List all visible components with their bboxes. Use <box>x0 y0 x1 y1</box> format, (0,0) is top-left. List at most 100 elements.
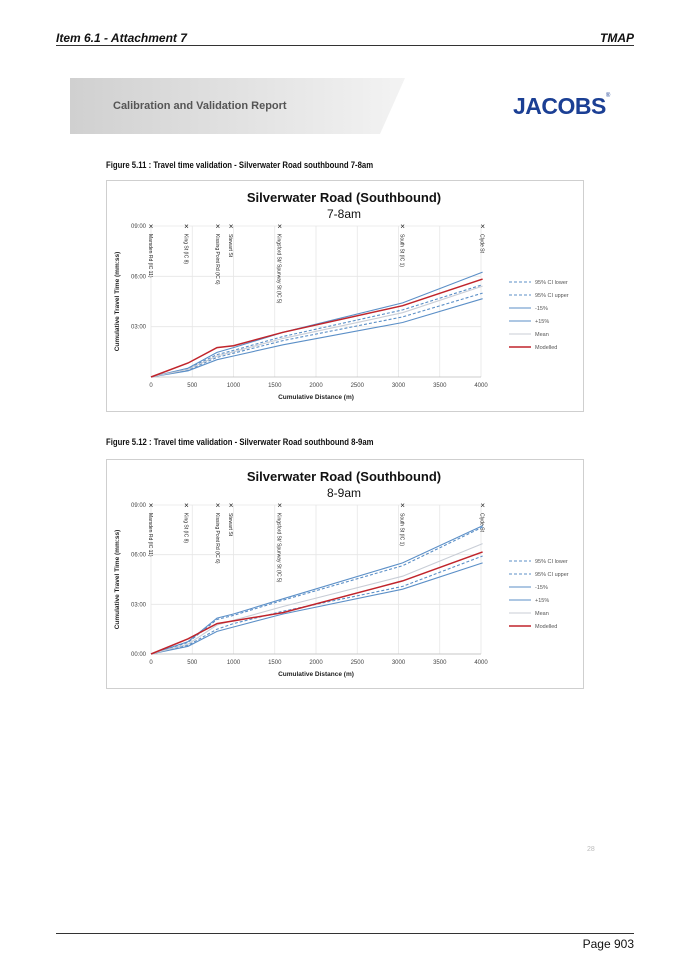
chart-title: Silverwater Road (Southbound) <box>247 190 441 205</box>
y-tick-label: 03:00 <box>131 325 147 331</box>
series-line <box>150 278 483 378</box>
chart-subtitle: 8-9am <box>327 486 361 500</box>
x-tick-label: 500 <box>187 383 198 389</box>
travel-time-chart-7-8am: Silverwater Road (Southbound) 7-8am 0 500 10… <box>106 180 584 412</box>
header-divider <box>56 45 634 46</box>
intersection-marker: × <box>229 501 234 510</box>
x-tick-label: 3500 <box>433 660 447 666</box>
chart-frame <box>106 459 584 689</box>
intersection-marker: × <box>229 222 234 231</box>
series-line <box>150 551 483 655</box>
intersection-marker: × <box>400 501 405 510</box>
intersection-label: Stewart St <box>227 234 233 258</box>
legend-label: 95% CI lower <box>535 559 568 565</box>
x-tick-label: 1000 <box>227 383 241 389</box>
intersection-label: Stewart St <box>227 513 233 537</box>
legend-label: Modelled <box>535 624 557 630</box>
legend-label: -15% <box>535 585 548 591</box>
footer-divider <box>56 933 634 934</box>
x-tick-label: 3000 <box>392 383 406 389</box>
x-axis-title: Cumulative Distance (m) <box>278 671 354 678</box>
x-tick-label: 0 <box>149 660 153 666</box>
intersection-label: South St (IC 1) <box>399 234 405 267</box>
legend-label: Modelled <box>535 345 557 351</box>
x-tick-label: 2500 <box>351 660 365 666</box>
logo-text: JACOBS <box>513 93 606 119</box>
series-line <box>150 555 483 655</box>
y-tick-label: 00:00 <box>131 652 147 658</box>
legend-label: 95% CI upper <box>535 293 569 299</box>
logo-mark: ® <box>605 93 610 99</box>
document-section-label: TMAP <box>600 31 634 45</box>
legend-label: +15% <box>535 319 549 325</box>
jacobs-logo: JACOBS® <box>513 93 610 120</box>
series-line <box>150 562 483 655</box>
intersection-marker: × <box>400 222 405 231</box>
series-line <box>150 292 483 378</box>
intersection-label: Kingsford St/ Spurway St (IC 5) <box>276 513 282 583</box>
figure-caption-2: Figure 5.12 : Travel time validation - S… <box>106 437 374 447</box>
report-title: Calibration and Validation Report <box>113 100 287 112</box>
intersection-label: South St (IC 1) <box>399 513 405 546</box>
x-tick-label: 3000 <box>392 660 406 666</box>
series-line <box>150 271 483 378</box>
x-tick-label: 0 <box>149 383 153 389</box>
y-tick-label: 06:00 <box>131 274 147 280</box>
y-axis-title: Cumulative Travel Time (mm:ss) <box>114 252 121 352</box>
intersection-label: Kissing Point Rd (IC 6) <box>214 234 220 285</box>
series-line <box>150 298 483 378</box>
intersection-label: Kissing Point Rd (IC 6) <box>214 513 220 564</box>
x-tick-label: 2000 <box>309 383 323 389</box>
legend-label: 95% CI lower <box>535 280 568 286</box>
intersection-marker: × <box>277 501 282 510</box>
series-line <box>150 525 483 655</box>
y-tick-label: 09:00 <box>131 503 147 509</box>
intersection-marker: × <box>277 222 282 231</box>
x-tick-label: 3500 <box>433 383 447 389</box>
chart-frame <box>106 180 584 412</box>
x-tick-label: 4000 <box>474 660 488 666</box>
intersection-label: Clyde St <box>479 234 485 254</box>
intersection-marker: × <box>184 501 189 510</box>
legend-label: Mean <box>535 611 549 617</box>
figure-caption-1: Figure 5.11 : Travel time validation - S… <box>106 160 374 170</box>
intersection-marker: × <box>215 501 220 510</box>
x-tick-label: 4000 <box>474 383 488 389</box>
y-tick-label: 09:00 <box>131 224 147 230</box>
intersection-marker: × <box>480 222 485 231</box>
series-line <box>150 284 483 378</box>
x-tick-label: 500 <box>187 660 198 666</box>
document-item-label: Item 6.1 - Attachment 7 <box>56 31 187 45</box>
intersection-marker: × <box>149 501 154 510</box>
y-tick-label: 06:00 <box>131 553 147 559</box>
y-axis-title: Cumulative Travel Time (mm:ss) <box>114 530 121 630</box>
intersection-marker: × <box>215 222 220 231</box>
legend-label: Mean <box>535 332 549 338</box>
x-tick-label: 1000 <box>227 660 241 666</box>
intersection-label: King St (IC 8) <box>182 513 188 543</box>
chart-title: Silverwater Road (Southbound) <box>247 469 441 484</box>
y-tick-label: 03:00 <box>131 602 147 608</box>
legend-label: 95% CI upper <box>535 572 569 578</box>
page-number: Page 903 <box>582 937 634 951</box>
x-tick-label: 2500 <box>351 383 365 389</box>
intersection-label: Clyde St <box>479 513 485 533</box>
report-banner <box>70 78 405 134</box>
legend-label: +15% <box>535 598 549 604</box>
x-tick-label: 1500 <box>268 383 282 389</box>
legend-label: -15% <box>535 306 548 312</box>
x-tick-label: 1500 <box>268 660 282 666</box>
chart-subtitle: 7-8am <box>327 207 361 221</box>
intersection-marker: × <box>480 501 485 510</box>
intersection-label: Marsden Rd (IC 11) <box>147 513 153 557</box>
x-axis-title: Cumulative Distance (m) <box>278 394 354 401</box>
intersection-label: Marsden Rd (IC 11) <box>147 234 153 278</box>
corner-page-number: 28 <box>587 846 595 853</box>
intersection-label: Kingsford St/ Spurway St (IC 5) <box>276 234 282 304</box>
series-line <box>150 526 483 655</box>
series-line <box>150 285 483 378</box>
travel-time-chart-8-9am: Silverwater Road (Southbound) 8-9am 0 500 10… <box>106 459 584 689</box>
x-tick-label: 2000 <box>309 660 323 666</box>
intersection-marker: × <box>149 222 154 231</box>
intersection-marker: × <box>184 222 189 231</box>
